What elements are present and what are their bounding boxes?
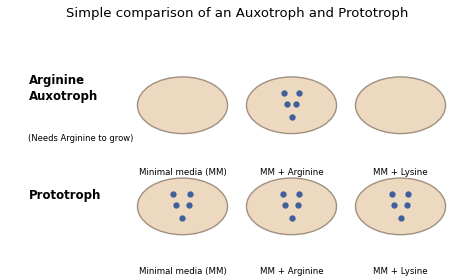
Text: MM + Arginine: MM + Arginine <box>260 168 323 176</box>
Text: Minimal media (MM): Minimal media (MM) <box>138 168 227 176</box>
Text: Minimal media (MM): Minimal media (MM) <box>138 267 227 276</box>
Text: MM + Lysine: MM + Lysine <box>373 168 428 176</box>
Text: MM + Arginine: MM + Arginine <box>260 267 323 276</box>
Text: Simple comparison of an Auxotroph and Prototroph: Simple comparison of an Auxotroph and Pr… <box>66 7 408 20</box>
Ellipse shape <box>356 77 446 134</box>
Ellipse shape <box>137 77 228 134</box>
Ellipse shape <box>137 178 228 235</box>
Ellipse shape <box>356 178 446 235</box>
Text: (Needs Arginine to grow): (Needs Arginine to grow) <box>28 134 134 143</box>
Ellipse shape <box>246 77 337 134</box>
Text: Arginine
Auxotroph: Arginine Auxotroph <box>28 74 98 103</box>
Text: Prototroph: Prototroph <box>28 189 101 202</box>
Ellipse shape <box>246 178 337 235</box>
Text: MM + Lysine: MM + Lysine <box>373 267 428 276</box>
